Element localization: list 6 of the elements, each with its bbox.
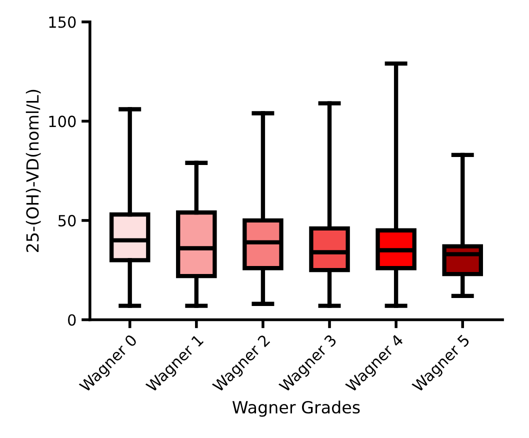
y-tick-label: 100	[49, 116, 76, 128]
y-tick-label: 0	[68, 314, 76, 326]
y-tick-label: 150	[49, 16, 76, 28]
y-tick-label: 50	[58, 214, 76, 226]
y-axis-title: 25-(OH)-VD(noml/L)	[26, 90, 41, 252]
x-axis-title: Wagner Grades	[232, 400, 360, 417]
